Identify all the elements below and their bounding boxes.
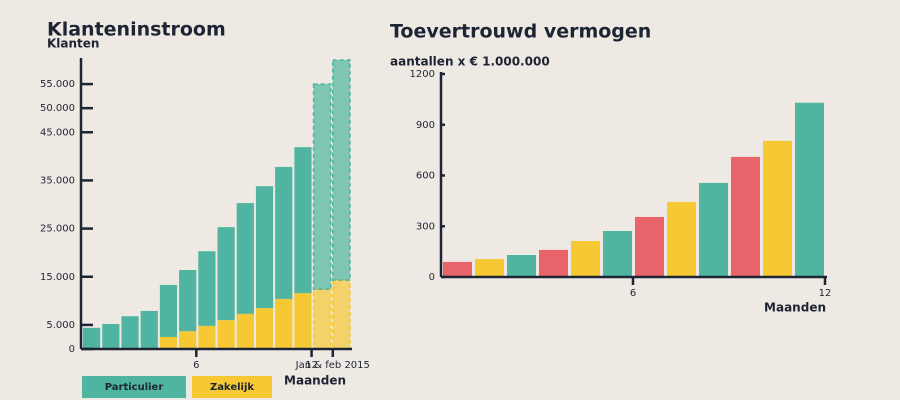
bar-segment	[102, 323, 120, 349]
bar	[603, 230, 632, 277]
x-axis-label: Maanden	[284, 374, 346, 388]
y-tick-label: 55.000	[40, 79, 75, 90]
y-tick-label: 0	[429, 272, 435, 283]
bar-segment	[159, 284, 178, 337]
bar	[699, 182, 728, 277]
bar-segment	[83, 327, 101, 349]
y-tick-label: 15.000	[40, 272, 75, 283]
chart-subtitle: aantallen x € 1.000.000	[390, 55, 550, 69]
bar	[635, 216, 664, 277]
bar-segment	[332, 59, 351, 281]
y-tick-label: 900	[416, 120, 435, 131]
bar-segment	[140, 310, 158, 349]
y-tick-label: 0	[69, 344, 75, 355]
bar-segment	[179, 331, 197, 349]
bar	[571, 240, 600, 277]
legend-label: Zakelijk	[210, 382, 254, 393]
bar-segment	[236, 203, 254, 314]
bar	[667, 201, 696, 277]
y-tick-label: 600	[416, 171, 435, 182]
bar-segment	[275, 166, 293, 299]
bar	[443, 261, 472, 277]
y-tick-label: 300	[416, 221, 435, 232]
bar	[795, 102, 824, 277]
y-axis-label: Klanten	[47, 37, 99, 51]
bar-segment	[217, 227, 235, 321]
bar-segment	[255, 308, 274, 349]
y-tick-label: 50.000	[40, 103, 75, 114]
y-tick-label: 45.000	[40, 127, 75, 138]
legend-swatch	[192, 376, 272, 398]
x-tick-label: 12	[305, 360, 318, 371]
bar-segment	[236, 313, 254, 349]
y-tick-label: 5.000	[46, 320, 75, 331]
chart-title: Klanteninstroom	[47, 19, 226, 41]
bar-segment	[312, 288, 332, 350]
bar	[731, 156, 760, 277]
legend-swatch	[82, 376, 186, 398]
bar-segment	[198, 325, 216, 349]
bar	[539, 249, 568, 277]
x-tick-label: 6	[630, 288, 636, 299]
bar-segment	[198, 251, 216, 326]
x-tick-label: 12	[819, 288, 832, 299]
bar-segment	[294, 293, 312, 349]
bar-segment	[275, 298, 293, 349]
bar	[507, 255, 536, 277]
bar	[763, 140, 792, 277]
chart-title: Toevertrouwd vermogen	[390, 21, 651, 43]
bar-segment	[294, 147, 312, 294]
bar-segment	[332, 279, 351, 350]
bar-segment	[217, 320, 235, 349]
bar-segment	[179, 270, 197, 332]
y-tick-label: 35.000	[40, 175, 75, 186]
x-tick-label: Jan & feb 2015	[295, 360, 370, 371]
y-tick-label: 25.000	[40, 224, 75, 235]
y-tick-label: 1200	[410, 69, 435, 80]
x-tick-label: 6	[193, 360, 199, 371]
bar-segment	[159, 336, 178, 349]
bar-segment	[255, 186, 274, 309]
bar-segment	[312, 83, 332, 291]
bar	[475, 259, 504, 277]
x-axis-label: Maanden	[764, 301, 826, 315]
legend-label: Particulier	[105, 382, 164, 393]
bar-segment	[121, 316, 139, 349]
